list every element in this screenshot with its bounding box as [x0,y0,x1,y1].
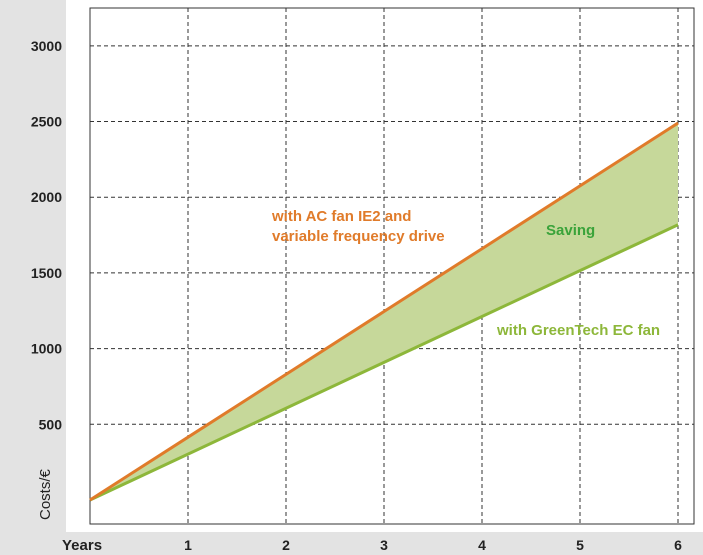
ac-fan-annotation-line2: variable frequency drive [272,228,445,245]
x-tick-label: 3 [380,537,388,553]
y-tick-label: 2000 [31,189,62,205]
x-tick-label: 5 [576,537,584,553]
y-tick-label: 500 [39,416,63,432]
x-tick-label: 6 [674,537,682,553]
x-tick-label: 1 [184,537,192,553]
ac-fan-annotation-line1: with AC fan IE2 and [271,208,411,225]
x-axis-label: Years [62,537,102,554]
y-axis-label: Costs/€ [37,468,54,520]
saving-annotation: Saving [546,222,595,239]
x-tick-label: 4 [478,537,486,553]
y-tick-label: 2500 [31,114,62,130]
y-tick-label: 3000 [31,38,62,54]
y-tick-label: 1000 [31,341,62,357]
x-tick-label: 2 [282,537,290,553]
y-tick-label: 1500 [31,265,62,281]
ec-fan-annotation: with GreenTech EC fan [496,322,660,339]
